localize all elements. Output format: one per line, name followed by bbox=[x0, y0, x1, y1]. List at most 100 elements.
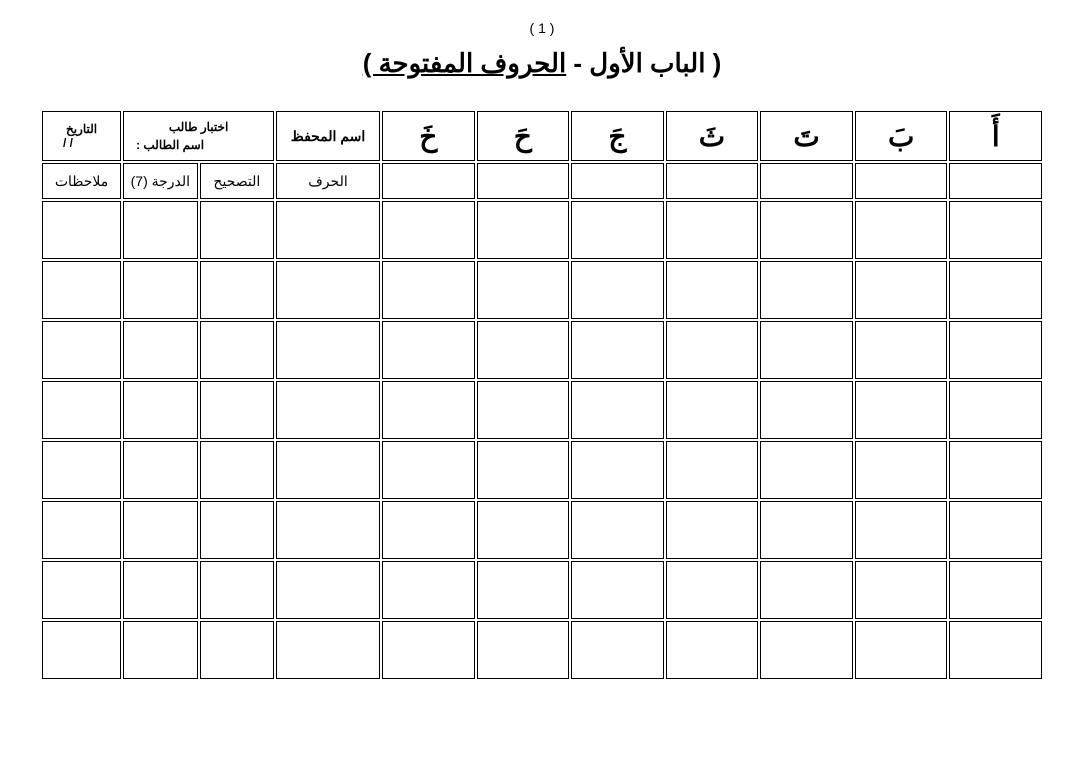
table-cell bbox=[477, 201, 570, 259]
letter-header: خَ bbox=[382, 111, 475, 161]
table-row bbox=[42, 561, 1042, 619]
title-main: الحروف المفتوحة bbox=[379, 48, 567, 78]
table-cell bbox=[382, 321, 475, 379]
letter-header: ثَ bbox=[666, 111, 759, 161]
table-cell bbox=[666, 501, 759, 559]
table-cell bbox=[760, 381, 853, 439]
teacher-name-header: اسم المحفظ bbox=[276, 111, 380, 161]
grade-header: الدرجة (7) bbox=[123, 163, 198, 199]
table-cell bbox=[760, 201, 853, 259]
table-cell bbox=[276, 201, 380, 259]
table-cell bbox=[382, 621, 475, 679]
page-number: ( 1 ) bbox=[40, 20, 1044, 36]
table-cell bbox=[123, 621, 198, 679]
table-row bbox=[42, 261, 1042, 319]
table-cell bbox=[123, 321, 198, 379]
table-cell bbox=[276, 321, 380, 379]
table-cell bbox=[123, 381, 198, 439]
table-cell bbox=[382, 261, 475, 319]
table-cell bbox=[571, 561, 664, 619]
table-cell bbox=[200, 261, 275, 319]
table-cell bbox=[760, 621, 853, 679]
table-cell bbox=[276, 621, 380, 679]
table-cell bbox=[477, 621, 570, 679]
date-label: التاريخ bbox=[47, 122, 116, 136]
table-cell bbox=[477, 561, 570, 619]
table-cell bbox=[477, 321, 570, 379]
table-cell bbox=[949, 621, 1042, 679]
date-slashes: / / bbox=[47, 136, 116, 150]
table-cell bbox=[200, 381, 275, 439]
title-suffix: ) bbox=[363, 48, 379, 78]
letter-header: تَ bbox=[760, 111, 853, 161]
student-name-label: اسم الطالب : bbox=[128, 136, 269, 154]
table-row bbox=[42, 381, 1042, 439]
table-cell bbox=[949, 261, 1042, 319]
empty-cell bbox=[760, 163, 853, 199]
table-cell bbox=[571, 621, 664, 679]
table-cell bbox=[42, 201, 121, 259]
table-cell bbox=[276, 381, 380, 439]
table-cell bbox=[42, 561, 121, 619]
header-row: أَبَتَثَجَحَخَاسم المحفظاختبار طالباسم ا… bbox=[42, 111, 1042, 161]
table-cell bbox=[276, 501, 380, 559]
letter-header: حَ bbox=[477, 111, 570, 161]
date-header: التاريخ/ / bbox=[42, 111, 121, 161]
table-cell bbox=[666, 561, 759, 619]
title-prefix: ( الباب الأول - bbox=[566, 48, 721, 78]
table-cell bbox=[666, 381, 759, 439]
table-row bbox=[42, 201, 1042, 259]
table-cell bbox=[123, 561, 198, 619]
table-row bbox=[42, 321, 1042, 379]
table-cell bbox=[276, 261, 380, 319]
table-cell bbox=[855, 201, 948, 259]
letter-header: جَ bbox=[571, 111, 664, 161]
table-cell bbox=[477, 441, 570, 499]
table-cell bbox=[855, 621, 948, 679]
table-cell bbox=[949, 441, 1042, 499]
table-cell bbox=[949, 201, 1042, 259]
table-cell bbox=[200, 441, 275, 499]
student-test-header: اختبار طالباسم الطالب : bbox=[123, 111, 274, 161]
table-cell bbox=[382, 381, 475, 439]
table-cell bbox=[200, 321, 275, 379]
table-cell bbox=[760, 561, 853, 619]
table-cell bbox=[200, 621, 275, 679]
table-cell bbox=[382, 501, 475, 559]
table-row bbox=[42, 501, 1042, 559]
table-cell bbox=[855, 561, 948, 619]
table-cell bbox=[42, 381, 121, 439]
table-cell bbox=[42, 501, 121, 559]
table-row bbox=[42, 441, 1042, 499]
table-cell bbox=[477, 381, 570, 439]
table-cell bbox=[123, 201, 198, 259]
table-cell bbox=[200, 201, 275, 259]
table-cell bbox=[42, 321, 121, 379]
table-cell bbox=[382, 561, 475, 619]
table-cell bbox=[123, 501, 198, 559]
table-cell bbox=[571, 501, 664, 559]
table-cell bbox=[666, 321, 759, 379]
table-cell bbox=[760, 261, 853, 319]
table-cell bbox=[855, 321, 948, 379]
table-cell bbox=[42, 621, 121, 679]
table-cell bbox=[666, 441, 759, 499]
table-cell bbox=[477, 501, 570, 559]
table-cell bbox=[200, 561, 275, 619]
table-cell bbox=[949, 501, 1042, 559]
letter-header: أَ bbox=[949, 111, 1042, 161]
table-row bbox=[42, 621, 1042, 679]
student-test-label: اختبار طالب bbox=[128, 118, 269, 136]
empty-cell bbox=[477, 163, 570, 199]
table-cell bbox=[855, 441, 948, 499]
table-cell bbox=[949, 321, 1042, 379]
table-cell bbox=[42, 441, 121, 499]
table-cell bbox=[949, 381, 1042, 439]
empty-cell bbox=[855, 163, 948, 199]
table-cell bbox=[666, 621, 759, 679]
table-cell bbox=[123, 441, 198, 499]
table-cell bbox=[382, 201, 475, 259]
worksheet-table: أَبَتَثَجَحَخَاسم المحفظاختبار طالباسم ا… bbox=[40, 109, 1044, 681]
letter-header: بَ bbox=[855, 111, 948, 161]
table-cell bbox=[571, 321, 664, 379]
